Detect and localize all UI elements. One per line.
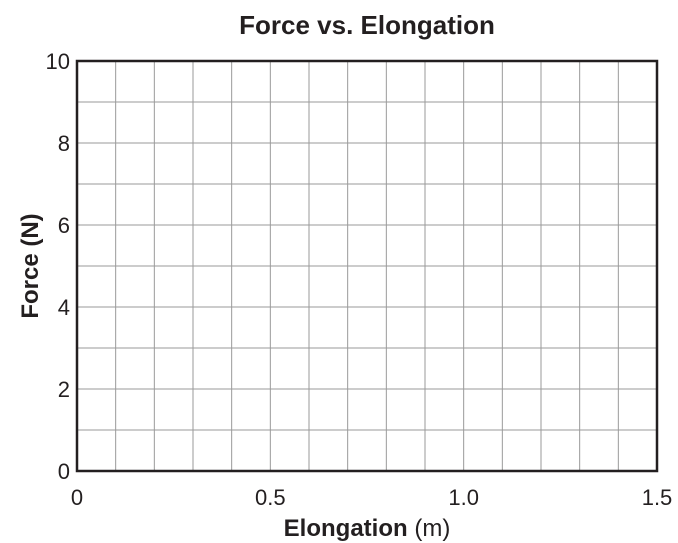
y-tick-label: 8 [58, 131, 70, 156]
x-axis-unit: (m) [414, 515, 450, 542]
plot-frame [75, 59, 659, 473]
x-tick-label: 1.5 [642, 485, 673, 510]
grid [77, 61, 657, 471]
x-tick-label: 1.0 [448, 485, 479, 510]
chart-title: Force vs. Elongation [239, 10, 495, 40]
y-axis-label: Force (N) [17, 213, 44, 318]
x-axis-label-text: Elongation [284, 515, 408, 542]
x-axis-label: Elongation (m) [284, 515, 451, 542]
y-tick-label: 2 [58, 377, 70, 402]
x-tick-label: 0.5 [255, 485, 286, 510]
y-tick-label: 6 [58, 213, 70, 238]
y-tick-label: 0 [58, 459, 70, 484]
y-tick-label: 4 [58, 295, 70, 320]
tick-labels: 0 0.5 1.0 1.5 0 2 4 6 8 10 [46, 49, 673, 510]
x-tick-label: 0 [71, 485, 83, 510]
y-tick-label: 10 [46, 49, 70, 74]
